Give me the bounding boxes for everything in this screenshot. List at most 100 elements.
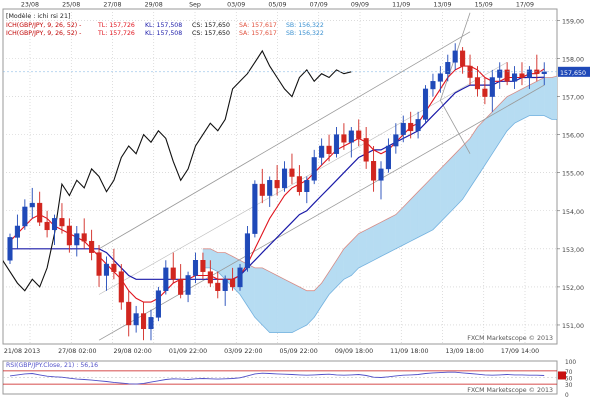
kumo-segment [358,229,367,269]
legend-item: TL: 157,726 [97,22,135,29]
rsi-tick-label: 70 [565,370,573,376]
candle-body [267,180,273,196]
legend-item: SA: 157,617 [239,22,277,29]
y-tick-label: 159,00 [562,18,584,25]
rsi-tick-label: 50 [565,377,573,383]
candle-body [400,122,406,135]
y-tick-label: 158,00 [562,56,584,63]
kumo-segment [410,191,419,242]
candle-body [74,233,80,246]
projection-down [440,100,471,154]
candle-body [126,301,132,326]
rsi-tick-label: 0 [565,393,569,399]
y-tick-label: 153,00 [562,247,584,254]
y-tick-label: 155,00 [562,171,584,178]
kumo-segment [432,168,441,231]
candle-body [341,134,347,143]
candle-body [237,267,243,288]
candle-body [356,130,362,139]
legend-item: CS: 157,650 [192,30,230,37]
candle-body [541,71,547,74]
candle-body [304,180,310,192]
candle-body [185,275,191,295]
candle-body [489,77,495,97]
y-tick-label: 152,00 [562,285,584,292]
top-date-label: 13/09 [433,2,451,9]
bottom-date-label: 03/09 22:00 [224,348,262,355]
rsi-line [9,371,545,385]
bottom-date-label: 17/09 14:00 [501,348,539,355]
candle-body [289,168,295,177]
kumo-segment [544,77,552,120]
kumo-segment [276,275,285,333]
candle-body [519,73,525,78]
kumo-segment [536,77,545,116]
legend-item: SA: 157,617 [239,30,277,37]
candle-body [155,290,161,318]
bottom-date-label: 01/09 22:00 [169,348,207,355]
candle-body [192,260,199,276]
candle-body [512,73,518,82]
rsi-watermark-label: FXCM Marketscope © 2013 [467,386,553,394]
legend-prefix: ICH(GBP/JPY, 9, 26, 52) - [6,22,81,29]
top-date-label: 29/08 [145,2,163,9]
candle-body [311,157,317,181]
candle-body [422,88,429,120]
candle-body [452,50,458,63]
candle-body [148,317,154,330]
candle-body [178,279,184,295]
candle-body [141,313,147,330]
candle-body [37,202,43,223]
candle-body [244,233,250,269]
kumo-segment [291,282,300,333]
top-date-label: 23/08 [21,2,39,9]
watermark-label: FXCM Marketscope © 2013 [467,334,553,342]
channel-mid [98,62,508,295]
candle-body [408,122,414,132]
rsi-value-tag [558,371,566,380]
kumo-segment [269,271,278,333]
kumo-segment [262,267,270,333]
legend-item: KL: 157,508 [145,22,182,29]
candle-body [207,271,213,284]
top-date-label: 05/09 [268,2,286,9]
candle-body [59,218,65,227]
candle-body [430,81,436,90]
candle-body [371,161,377,181]
kumo-segment [447,153,456,215]
candle-body [111,263,117,272]
legend-item: CS: 157,650 [192,22,230,29]
kumo-segment [299,286,307,330]
candle-body [7,237,13,261]
legend-item: SB: 156,322 [286,30,324,37]
chikou-span-line [3,49,352,292]
top-date-label: 03/09 [227,2,245,9]
candle-body [274,180,280,189]
candle-body [252,183,258,234]
legend-item: KL: 157,508 [145,30,182,37]
top-date-label: 15/09 [475,2,493,9]
candle-body [326,145,332,154]
candle-body [222,279,228,291]
kumo-segment [551,75,557,120]
candle-body [460,50,466,67]
channel-upper [98,31,471,250]
candle-body [378,168,384,181]
candle-body [348,130,354,143]
legend-prefix: ICH(GBP/JPY, 9, 26, 52) - [6,30,81,37]
kumo-segment [514,88,523,124]
kumo-segment [417,183,426,238]
rsi-label: RSI(GBP/JPY.Close, 21) : 56,16 [6,362,98,369]
kumo-segment [380,218,389,257]
bottom-date-label: 05/09 22:00 [280,348,318,355]
kumo-segment [388,214,396,253]
candle-body [415,119,421,132]
kumo-segment [455,145,463,208]
template-header: [Modèle : ichi rsi 21] [6,12,70,20]
top-date-label: 25/08 [62,2,80,9]
kumo-segment [529,81,537,116]
y-tick-label: 157,00 [562,95,584,102]
y-tick-label: 156,00 [562,133,584,140]
